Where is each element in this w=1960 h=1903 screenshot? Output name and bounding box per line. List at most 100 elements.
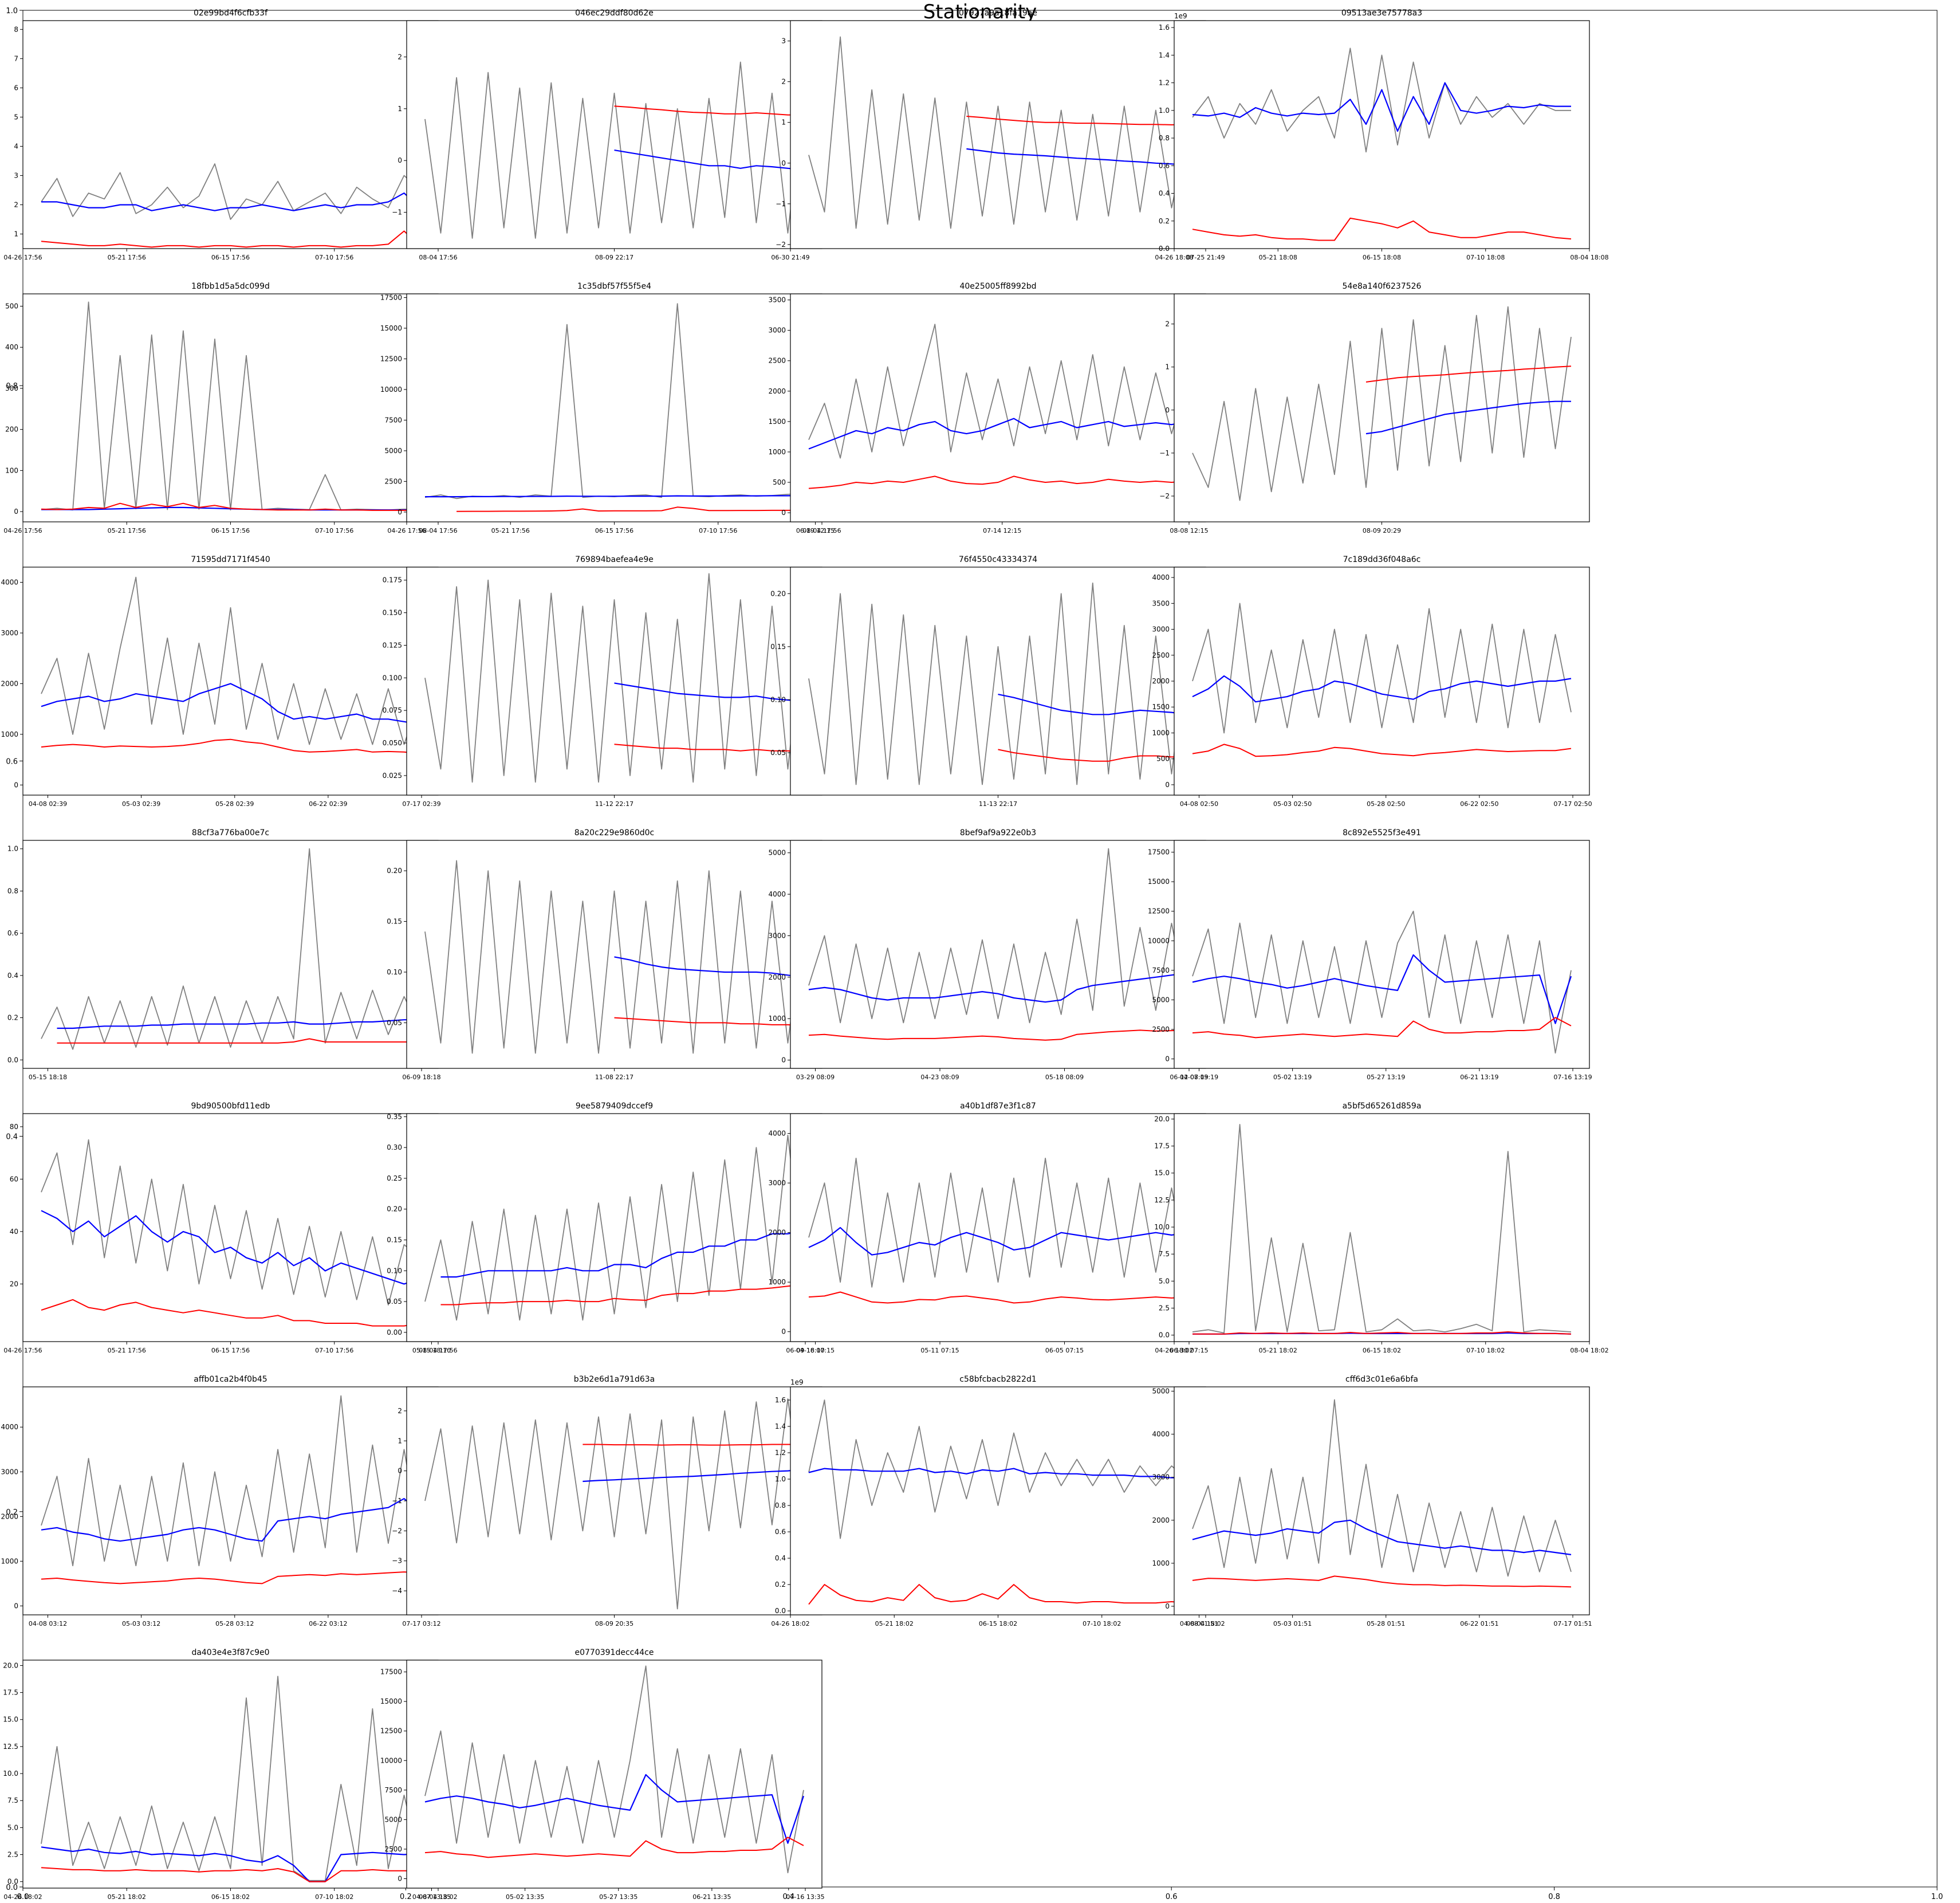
y-tick-label: 0 [397, 156, 402, 164]
y-tick-label: 80 [10, 1123, 18, 1131]
x-tick-label: 08-04 18:02 [419, 1893, 457, 1901]
subplot-9ee5879409dccef9: 9ee5879409dccef9 0.00 0.05 0.10 0.15 0.20 0.25… [387, 1102, 824, 1354]
rolling-std-line [440, 1284, 804, 1306]
series-line [424, 1665, 804, 1874]
y-tick-label: 0.125 [383, 641, 402, 649]
x-tick-label: 06-19 12:15 [796, 527, 835, 534]
y-tick-label: 10000 [1148, 937, 1170, 945]
y-tick-label: 2 [397, 1407, 402, 1415]
y-tick-label: 0.15 [770, 643, 786, 651]
x-tick-label: 06-09 18:10 [786, 1347, 824, 1354]
y-tick-label: 0.30 [387, 1143, 402, 1151]
rolling-std-line [41, 1867, 420, 1882]
y-tick-label: 4000 [768, 1130, 786, 1138]
y-tick-label: −1 [392, 1497, 402, 1505]
x-tick-label: 06-15 18:02 [1363, 1347, 1401, 1354]
y-tick-label: 17.5 [3, 1689, 18, 1697]
y-tick-label: 0.0 [7, 1878, 18, 1886]
y-tick-label: −1 [776, 200, 786, 208]
y-tick-label: 0 [1165, 781, 1170, 789]
y-tick-label: 0.35 [387, 1112, 402, 1120]
y-tick-label: 0.20 [387, 867, 402, 875]
y-tick-label: 10.0 [1154, 1223, 1170, 1231]
rolling-mean-line [614, 150, 804, 171]
subplot-frame [406, 293, 822, 522]
y-tick-label: −2 [1159, 492, 1170, 500]
x-tick-label: 05-28 01:51 [1367, 1620, 1405, 1627]
x-tick-label: 05-02 13:19 [1273, 1074, 1312, 1081]
y-tick-label: 2000 [1, 1512, 18, 1520]
x-tick-label: 08-04 18:02 [1570, 1347, 1608, 1354]
y-tick-label: 4000 [1152, 573, 1170, 581]
y-tick-label: 1 [397, 105, 402, 113]
series-line [41, 1676, 420, 1881]
subplot-frame [406, 840, 822, 1069]
x-tick-label: 07-17 02:39 [402, 800, 440, 808]
x-tick-label: 06-15 18:08 [1363, 254, 1401, 261]
x-tick-label: 11-08 22:17 [595, 1074, 633, 1081]
rolling-mean-line [614, 682, 804, 702]
x-tick-label: 07-10 18:02 [1083, 1620, 1121, 1627]
subplot-1c35dbf57f55f5e4: 1c35dbf57f55f5e4025005000750010000125001… [380, 282, 841, 534]
x-tick-label: 06-22 02:39 [309, 800, 347, 808]
rolling-mean-line [614, 956, 804, 978]
subplot-frame [22, 293, 439, 522]
rolling-std-line [1192, 1331, 1572, 1335]
rolling-std-line [41, 502, 420, 511]
y-tick-label: 1.6 [1159, 23, 1170, 32]
subplot-frame [790, 840, 1206, 1069]
y-tick-label: 1.0 [1159, 107, 1170, 115]
y-tick-label: 0.4 [775, 1554, 786, 1562]
subplot-title: da403e4e3f87c9e0 [191, 1648, 269, 1657]
x-tick-label: 08-04 17:56 [419, 1347, 457, 1354]
rolling-std-line [41, 1299, 420, 1327]
subplot-frame [406, 20, 822, 249]
y-tick-label: 17500 [380, 1668, 402, 1676]
x-tick-label: 06-12 08:09 [1170, 1074, 1208, 1081]
y-tick-label: 5000 [384, 447, 402, 455]
outer-y-tick-label: 0.6 [6, 757, 18, 766]
y-tick-label: 15000 [380, 1697, 402, 1705]
rolling-mean-line [1192, 954, 1572, 1024]
y-tick-label: 1500 [768, 418, 786, 426]
series-line [1192, 603, 1572, 734]
x-tick-label: 05-21 18:02 [1259, 1347, 1297, 1354]
x-tick-label: 07-10 17:56 [699, 527, 737, 534]
y-tick-label: 5.0 [1159, 1277, 1170, 1285]
y-tick-label: 3500 [768, 296, 786, 304]
x-tick-label: 07-10 17:56 [315, 254, 353, 261]
y-tick-label: −1 [392, 209, 402, 217]
x-tick-label: 06-15 18:02 [979, 1620, 1017, 1627]
y-tick-label: 0 [1165, 406, 1170, 414]
y-tick-label: 0 [14, 781, 18, 789]
subplot-frame [790, 1113, 1206, 1342]
x-tick-label: 04-26 17:56 [3, 1347, 42, 1354]
y-tick-label: 0.2 [775, 1580, 786, 1589]
subplot-07927a9a18fa19ae: 07927a9a18fa19ae −2 −1 0 1 2 3 06-30 21:49 07-25… [771, 9, 1225, 261]
x-tick-label: 06-30 07:15 [1170, 1347, 1208, 1354]
subplot-title: 71595dd7171f4540 [191, 555, 270, 564]
x-tick-label: 04-26 18:02 [771, 1620, 809, 1627]
series-line [808, 848, 1188, 1024]
x-tick-label: 04-08 01:51 [1180, 1620, 1218, 1627]
y-tick-label: 20.0 [1154, 1115, 1170, 1123]
y-tick-label: 1 [397, 1437, 402, 1445]
x-tick-label: 05-03 03:12 [122, 1620, 160, 1627]
series-line [1192, 1399, 1572, 1577]
outer-x-tick-label: 0.2 [400, 1893, 412, 1901]
rolling-mean-line [440, 1230, 804, 1278]
x-tick-label: 05-27 13:19 [1367, 1074, 1405, 1081]
y-tick-label: 1.4 [775, 1422, 786, 1430]
outer-x-tick-label: 0.0 [17, 1893, 29, 1901]
x-tick-label: 08-09 20:29 [1363, 527, 1401, 534]
x-tick-label: 05-02 13:35 [506, 1893, 544, 1901]
x-tick-label: 04-16 07:15 [796, 1347, 835, 1354]
y-tick-label: 0.075 [383, 706, 402, 714]
x-tick-label: 06-05 07:15 [1045, 1347, 1084, 1354]
y-tick-label: −3 [392, 1557, 402, 1565]
y-tick-label: 0.10 [387, 968, 402, 976]
rolling-mean-line [1192, 675, 1572, 703]
series-line [1192, 910, 1572, 1054]
y-tick-label: 0.20 [387, 1205, 402, 1213]
